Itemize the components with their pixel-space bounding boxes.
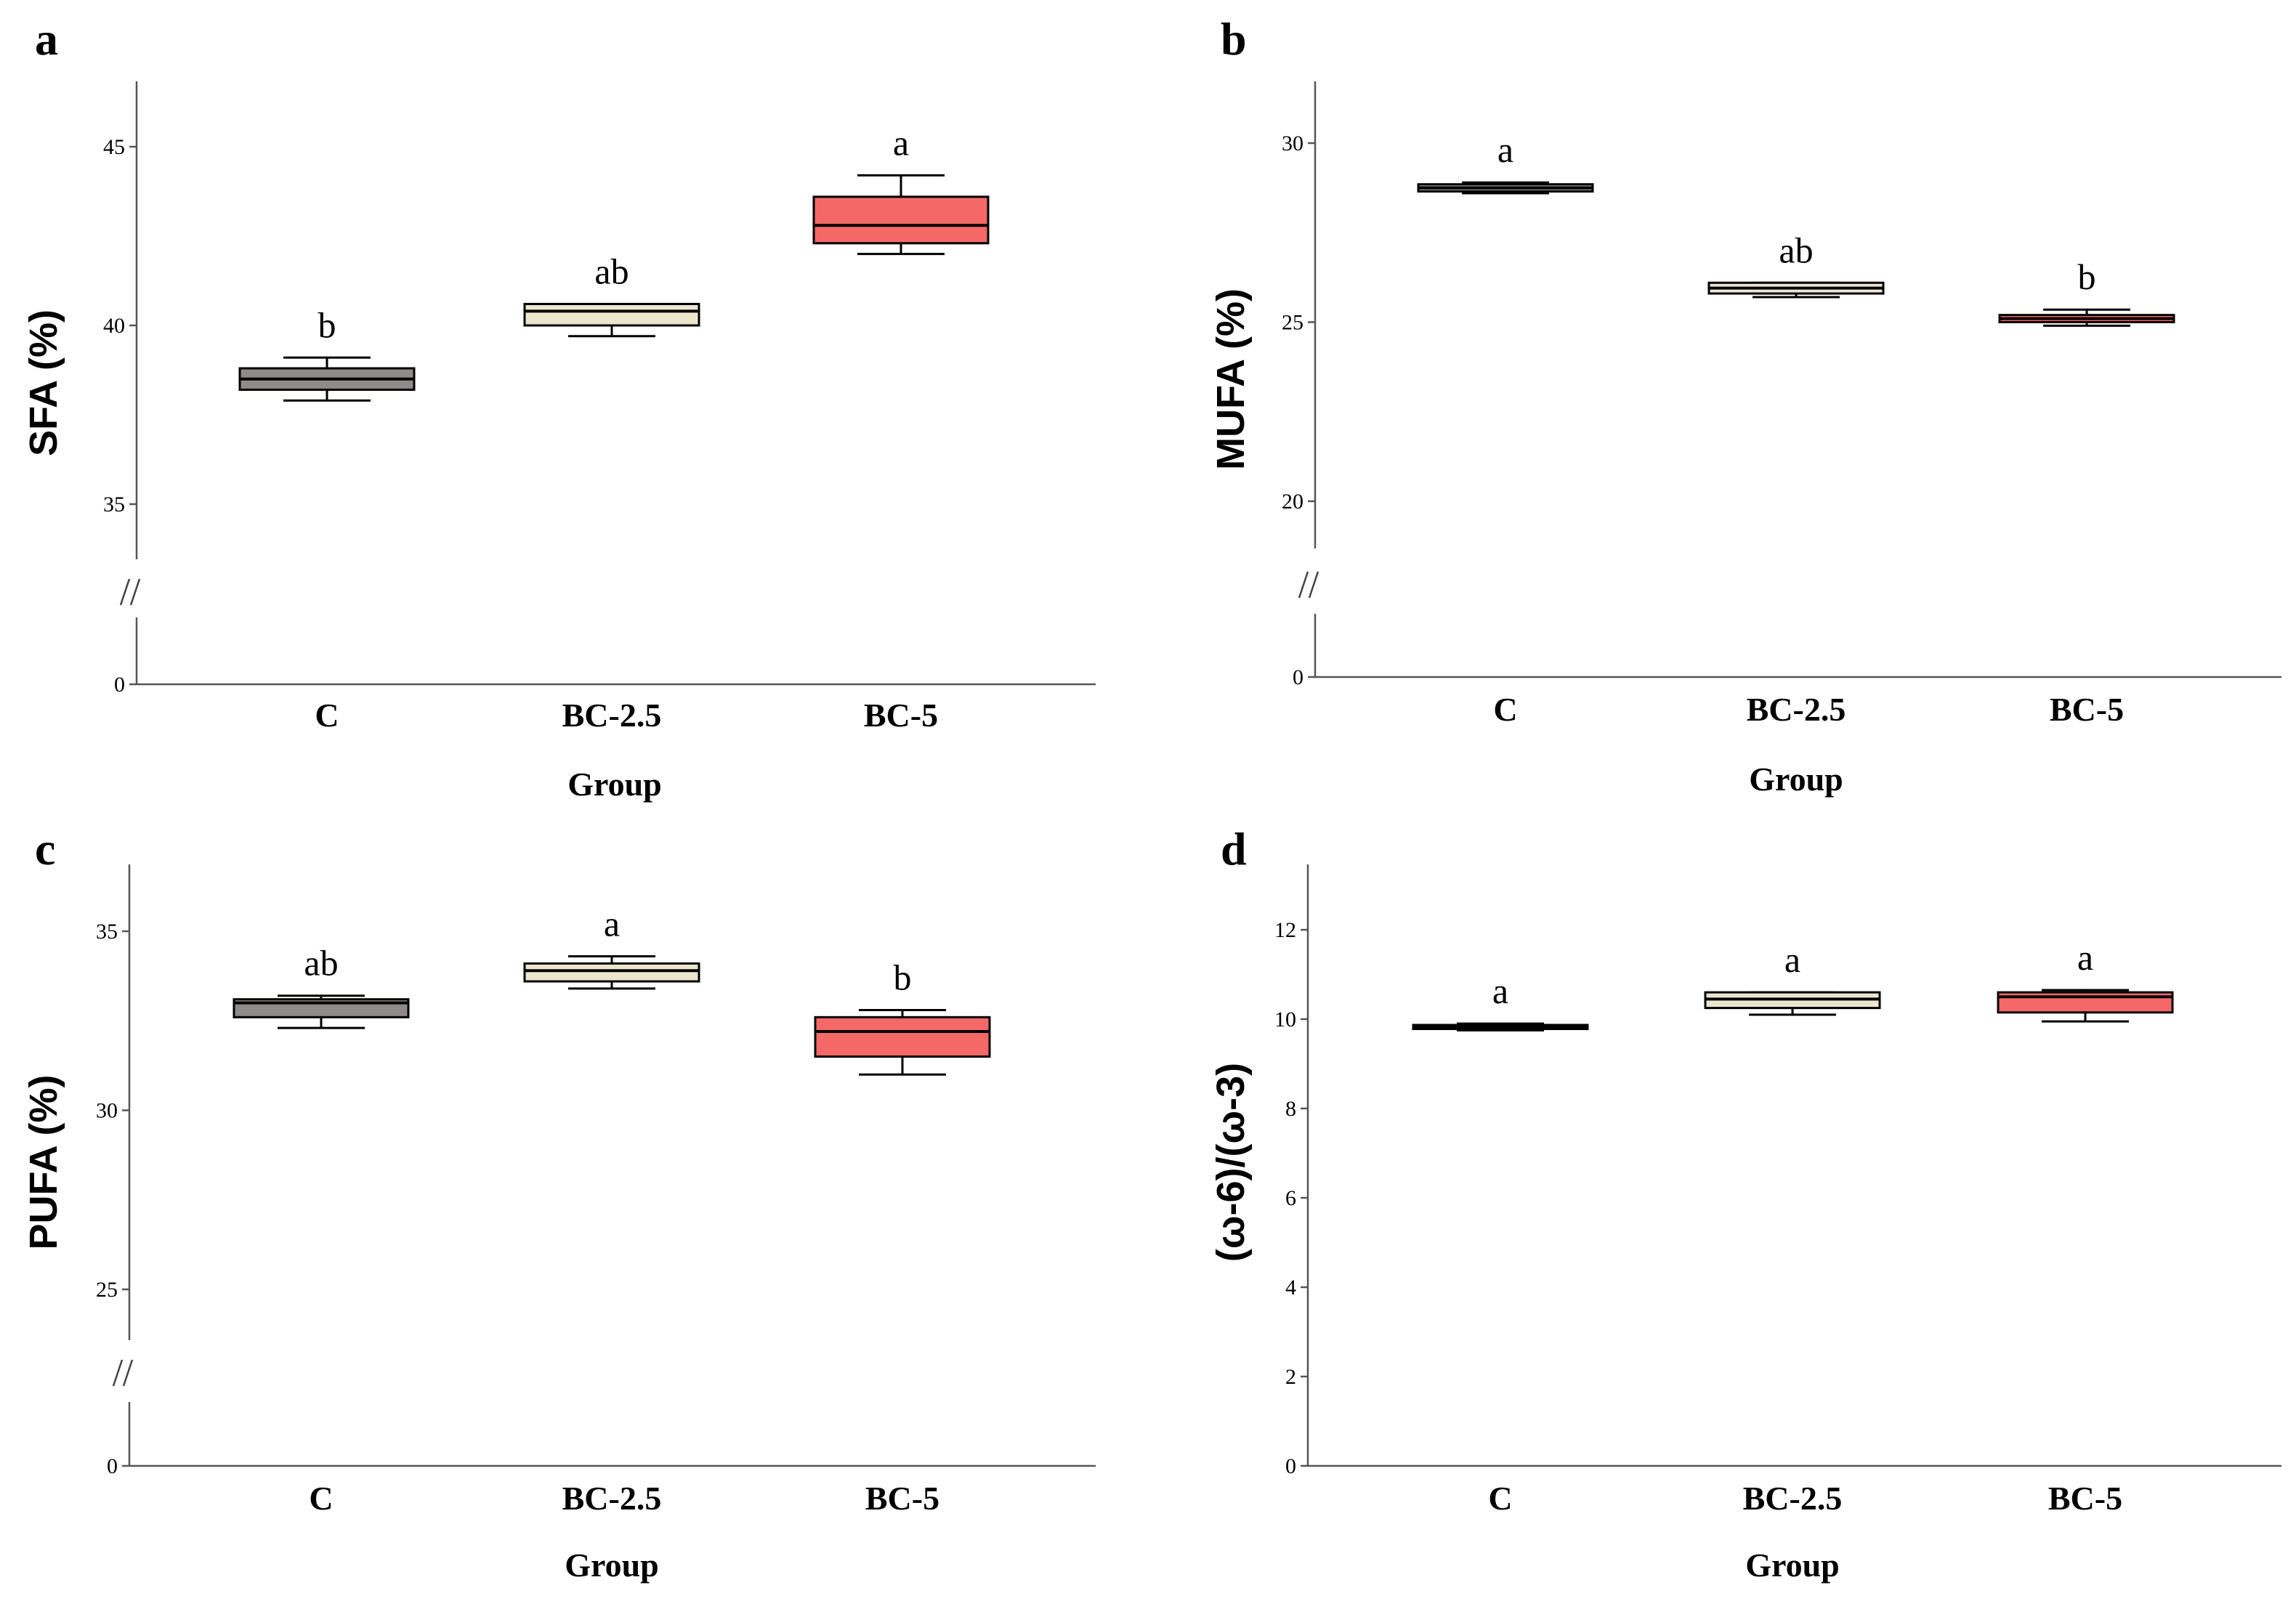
- axis-break-mark: [119, 578, 141, 606]
- axis-break-mark: [1298, 571, 1319, 599]
- significance-label: a: [893, 122, 909, 163]
- x-tick-label: BC-5: [865, 1480, 939, 1517]
- y-tick-label: 10: [1274, 1008, 1296, 1031]
- y-axis-label: (ω-6)/(ω-3): [1209, 1063, 1253, 1262]
- x-axis-label: Group: [1745, 1547, 1840, 1584]
- x-tick-label: C: [1488, 1480, 1512, 1517]
- y-tick-label: 0: [107, 1454, 118, 1478]
- box-c: ab: [233, 943, 410, 1029]
- box-c: a: [1417, 129, 1594, 195]
- y-tick-label: 25: [96, 1278, 118, 1302]
- panel-sfa: a 0 35 40 45 SFA (%) Group C BC-2.5 BC-5 b ab a: [22, 13, 1096, 803]
- y-tick-label: 40: [103, 314, 125, 338]
- significance-label: a: [1492, 970, 1508, 1011]
- y-tick-label: 6: [1285, 1186, 1296, 1210]
- x-tick-label: BC-5: [2050, 691, 2124, 728]
- y-axis-label: PUFA (%): [22, 1075, 65, 1250]
- significance-label: b: [318, 304, 336, 345]
- panel-omega-ratio: d 0 2 4 6 8 10 12 (ω-6)/(ω-3) Group C BC-2.5 BC-5 a a a: [1209, 823, 2281, 1584]
- x-tick-label: BC-5: [2048, 1480, 2122, 1517]
- y-tick-label: 30: [1282, 131, 1303, 155]
- significance-label: ab: [594, 251, 628, 291]
- x-tick-label: BC-2.5: [562, 1480, 662, 1517]
- y-tick-label: 2: [1285, 1365, 1296, 1389]
- box-bc-2-5: a: [1704, 939, 1881, 1016]
- x-tick-label: BC-2.5: [1747, 691, 1846, 728]
- significance-label: a: [1497, 129, 1513, 170]
- box-c: a: [1412, 970, 1589, 1031]
- box-bc-5: a: [1997, 937, 2174, 1023]
- y-tick-label: 8: [1285, 1097, 1296, 1121]
- box-c: b: [238, 304, 416, 402]
- x-axis-label: Group: [1749, 761, 1843, 798]
- x-tick-label: C: [309, 1480, 333, 1517]
- y-axis-label: MUFA (%): [1209, 288, 1253, 470]
- x-axis-label: Group: [565, 1547, 659, 1584]
- x-tick-label: BC-2.5: [1743, 1480, 1843, 1517]
- significance-label: ab: [1779, 230, 1813, 270]
- panel-letter: b: [1221, 13, 1247, 65]
- axis-break-mark: [112, 1359, 134, 1387]
- y-tick-label: 12: [1274, 918, 1296, 942]
- box-iqr: [523, 302, 700, 327]
- box-bc-2-5: ab: [523, 251, 700, 338]
- x-tick-label: BC-2.5: [562, 697, 662, 734]
- x-tick-label: C: [1493, 691, 1517, 728]
- y-tick-label: 35: [103, 493, 125, 516]
- y-tick-label: 30: [96, 1099, 118, 1123]
- significance-label: b: [2078, 256, 2096, 297]
- y-tick-label: 0: [1285, 1454, 1296, 1478]
- y-tick-label: 0: [1293, 665, 1303, 689]
- y-tick-label: 45: [103, 135, 125, 159]
- y-tick-label: 25: [1282, 311, 1303, 335]
- box-bc-2-5: ab: [1707, 230, 1885, 299]
- panel-letter: d: [1221, 823, 1247, 875]
- y-tick-label: 20: [1282, 490, 1303, 514]
- box-bc-5: b: [1998, 256, 2175, 327]
- y-tick-label: 35: [96, 920, 118, 944]
- significance-label: a: [604, 904, 620, 944]
- panel-letter: c: [35, 823, 55, 875]
- panel-mufa: b 0 20 25 30 MUFA (%) Group C BC-2.5 BC-5 a ab b: [1209, 13, 2281, 798]
- x-tick-label: C: [315, 697, 339, 734]
- significance-label: b: [894, 957, 912, 997]
- box-iqr: [812, 195, 990, 245]
- x-tick-label: BC-5: [864, 697, 938, 734]
- box-bc-5: a: [812, 122, 990, 256]
- box-iqr: [814, 1016, 991, 1058]
- y-tick-label: 0: [114, 673, 125, 697]
- x-axis-label: Group: [567, 766, 662, 803]
- box-bc-2-5: a: [523, 904, 700, 990]
- box-bc-5: b: [814, 957, 991, 1076]
- y-axis-label: SFA (%): [22, 309, 65, 456]
- y-tick-label: 4: [1285, 1276, 1296, 1300]
- significance-label: a: [1784, 939, 1800, 980]
- box-iqr: [523, 962, 700, 983]
- panel-letter: a: [35, 13, 58, 65]
- significance-label: a: [2077, 937, 2093, 978]
- significance-label: ab: [304, 943, 338, 984]
